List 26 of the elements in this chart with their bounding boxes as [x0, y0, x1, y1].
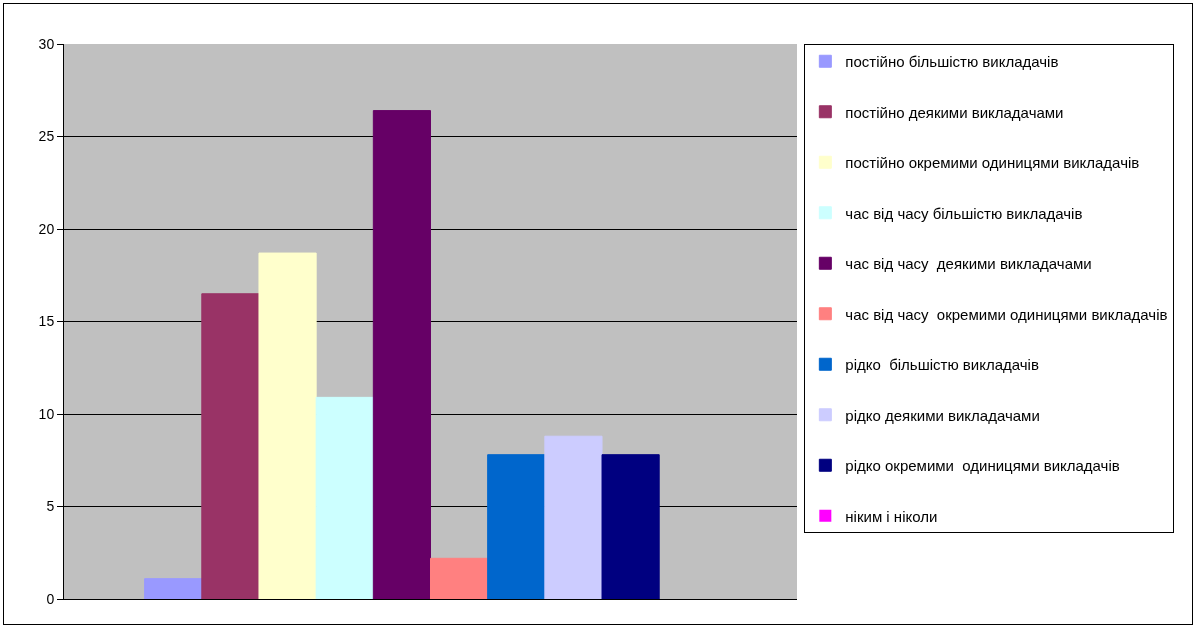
- legend-label: рідко більшістю викладачів: [845, 356, 1039, 374]
- legend-label: рідко окремими одиницями викладачів: [845, 457, 1120, 475]
- legend-label: час від часу більшістю викладачів: [845, 204, 1083, 222]
- y-tick-label: 20: [38, 220, 55, 237]
- y-tick-label: 15: [38, 313, 55, 330]
- y-tick-label: 25: [38, 128, 55, 145]
- legend-label: постійно окремими одиницями викладачів: [845, 154, 1140, 172]
- bar: [487, 454, 546, 599]
- legend-label: час від часу окремими одиницями викладачів: [845, 305, 1168, 323]
- bar: [430, 557, 489, 599]
- bar: [201, 293, 260, 599]
- y-tick-label: 30: [38, 35, 55, 52]
- y-tick-label: 0: [46, 590, 55, 607]
- legend-label: постійно більшістю викладачів: [845, 53, 1059, 71]
- legend-label: ніким і ніколи: [845, 507, 938, 525]
- legend-label: час від часу деякими викладачами: [845, 255, 1092, 273]
- bar: [144, 578, 203, 599]
- bar: [315, 396, 374, 599]
- y-tick-label: 10: [38, 405, 55, 422]
- bar: [372, 110, 431, 599]
- bar: [601, 454, 660, 599]
- legend-label: рідко деякими викладачами: [845, 406, 1040, 424]
- bar: [258, 252, 317, 599]
- y-tick-label: 5: [46, 498, 55, 515]
- bar: [544, 435, 603, 599]
- legend-label: постійно деякими викладачами: [845, 103, 1064, 121]
